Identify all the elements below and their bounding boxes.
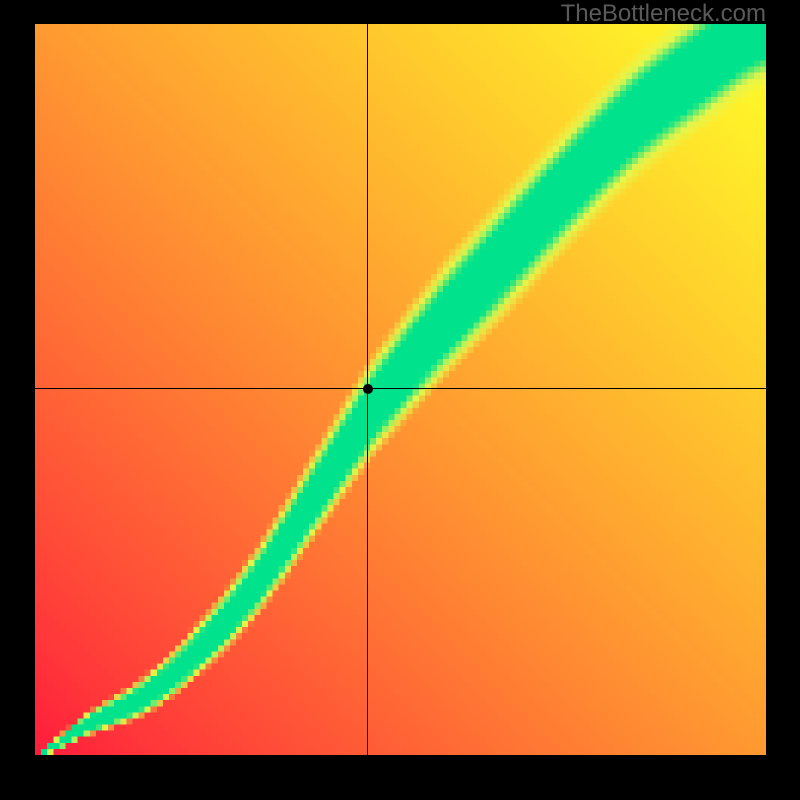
watermark-text: TheBottleneck.com xyxy=(561,0,766,28)
chart-container: TheBottleneck.com xyxy=(0,0,800,800)
bottleneck-heatmap xyxy=(35,24,766,755)
